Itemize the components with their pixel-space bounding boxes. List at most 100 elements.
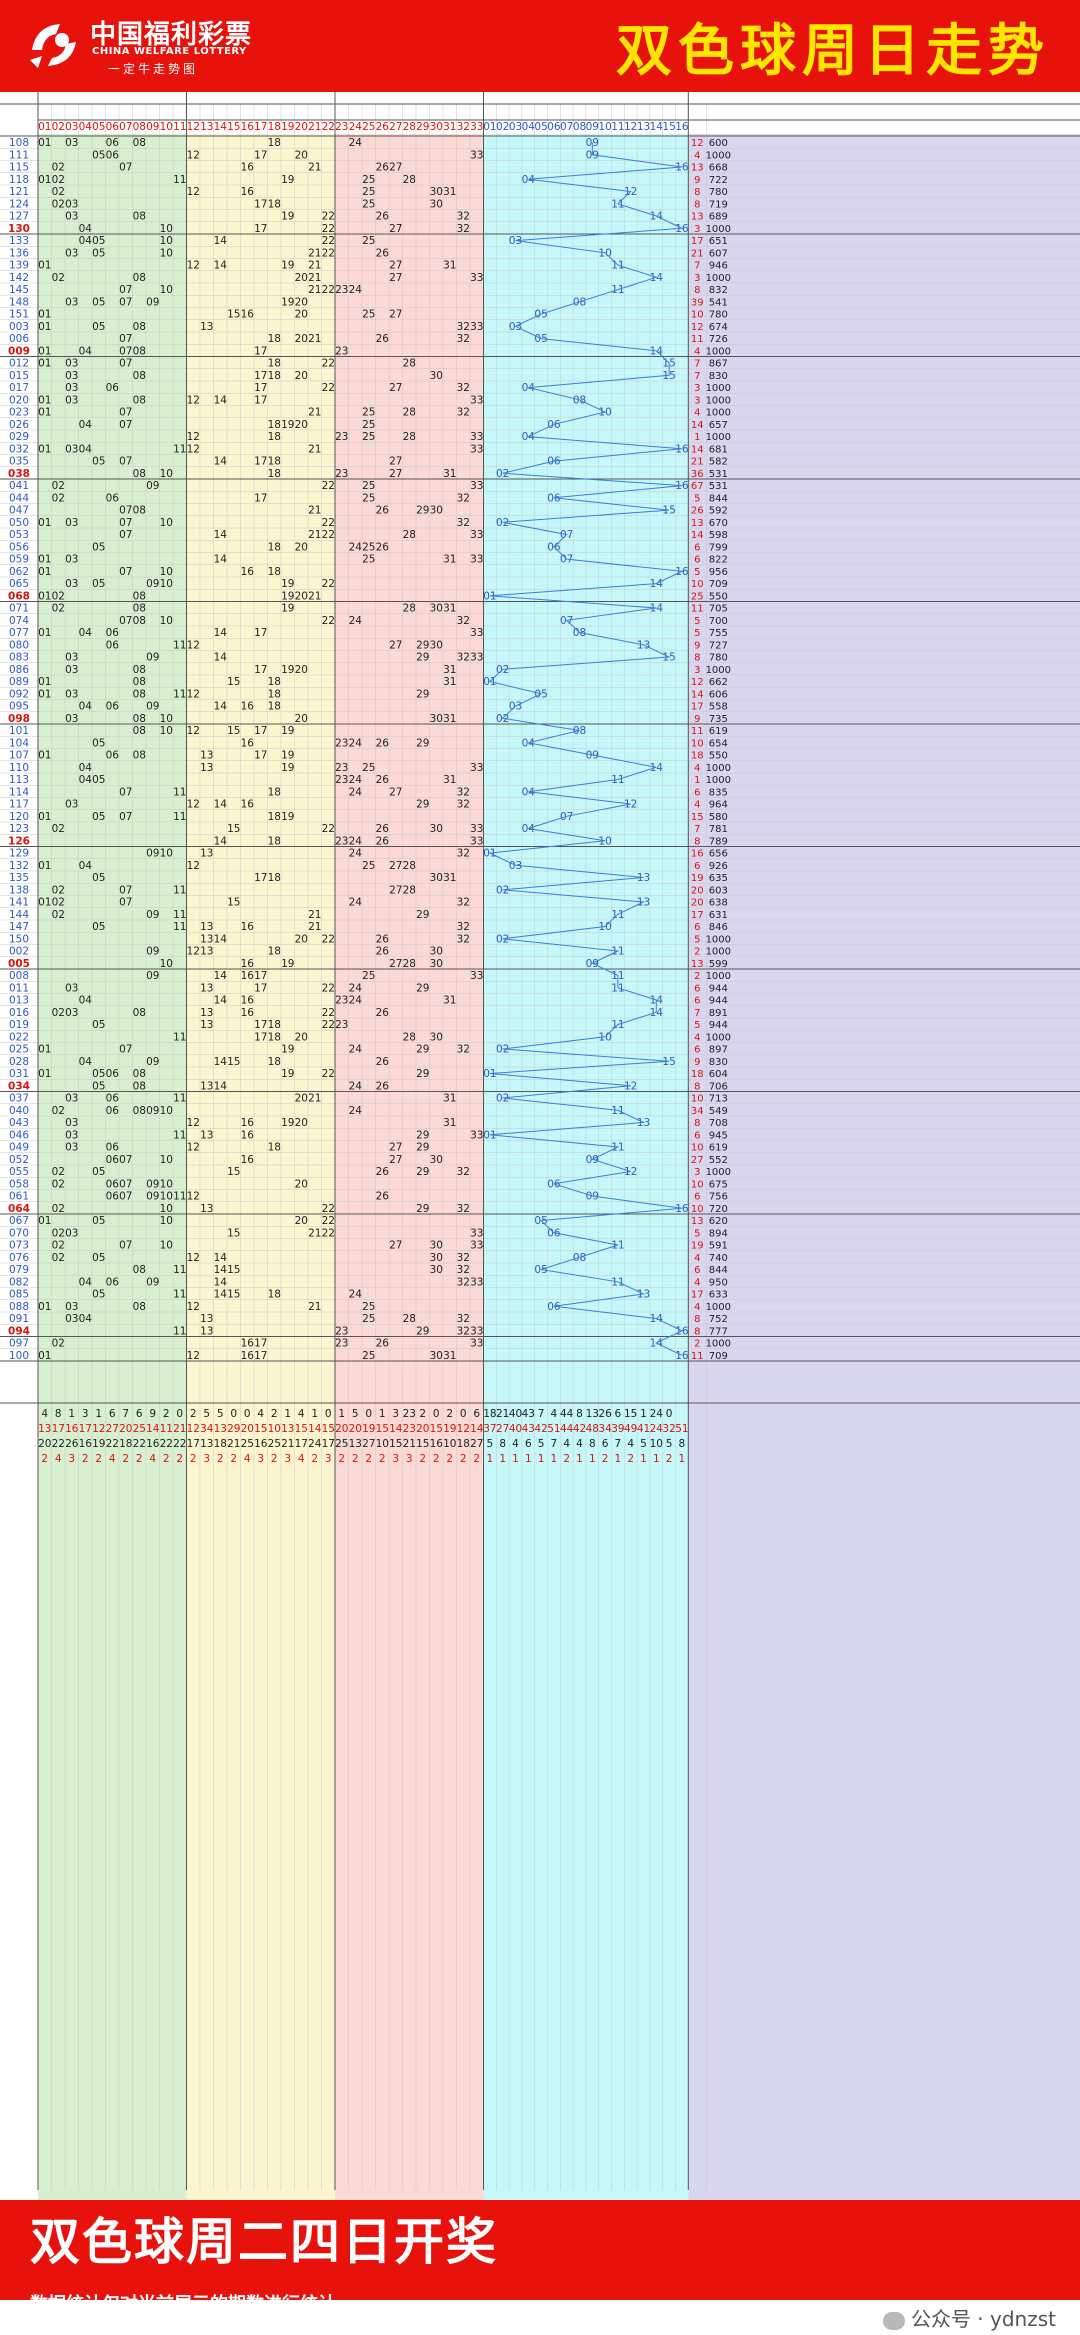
red-ball: 09: [146, 909, 159, 921]
red-ball: 10: [160, 1240, 173, 1252]
stats-cell: 2: [190, 1453, 197, 1465]
red-ball: 13: [200, 750, 213, 762]
span-value: 550: [709, 751, 728, 762]
red-ball: 25: [362, 1350, 375, 1362]
red-ball: 18: [268, 468, 281, 480]
period-number: 016: [9, 1007, 29, 1019]
stats-cell: 10: [650, 1438, 663, 1450]
red-ball: 07: [119, 419, 132, 431]
red-ball: 04: [79, 235, 93, 247]
red-ball: 28: [403, 860, 416, 872]
red-ball: 24: [349, 1289, 363, 1301]
red-ball: 27: [389, 1240, 402, 1252]
span-value: 1000: [706, 224, 731, 235]
stats-cell: 2: [271, 1453, 278, 1465]
red-header-06: 06: [106, 121, 120, 133]
stats-cell: 3: [82, 1408, 89, 1420]
period-number: 012: [9, 358, 29, 370]
red-ball: 21: [308, 407, 321, 419]
gap-value: 4: [694, 763, 700, 774]
stats-cell: 6: [615, 1408, 622, 1420]
blue-ball: 16: [675, 480, 689, 492]
gap-value: 2: [694, 971, 700, 982]
period-number: 079: [9, 1264, 29, 1276]
stats-cell: 24: [650, 1408, 664, 1420]
red-ball: 26: [376, 774, 390, 786]
table-row: 040 02 06 08 09 10 24 11 34 549: [9, 1105, 728, 1117]
red-ball: 01: [38, 358, 51, 370]
red-ball: 03: [65, 1142, 78, 1154]
span-value: 631: [709, 910, 728, 921]
span-value: 550: [709, 591, 728, 602]
red-ball: 32: [457, 1264, 470, 1276]
span-value: 1000: [706, 971, 731, 982]
span-value: 722: [709, 175, 728, 186]
red-ball: 26: [376, 737, 390, 749]
stats-cell: 32: [662, 1423, 675, 1435]
red-ball: 22: [322, 1215, 335, 1227]
stats-cell: 48: [586, 1423, 599, 1435]
red-ball: 33: [470, 1338, 483, 1350]
table-row: 079 08 11 14 15 30 32 05 6 844: [9, 1264, 728, 1276]
red-ball: 06: [106, 1105, 120, 1117]
red-header-31: 31: [443, 121, 456, 133]
red-ball: 04: [79, 345, 93, 357]
gap-value: 8: [694, 199, 700, 210]
span-value: 635: [709, 873, 728, 884]
logo-chinese-text: 中国福利彩票: [90, 20, 253, 50]
red-ball: 04: [79, 419, 93, 431]
period-number: 029: [9, 431, 29, 443]
span-value: 727: [709, 640, 728, 651]
gap-value: 4: [694, 150, 700, 161]
gap-value: 1: [694, 432, 700, 443]
red-header-27: 27: [389, 121, 402, 133]
stats-cell: 14: [146, 1423, 160, 1435]
wechat-account: 公众号 · ydnzst: [882, 2303, 1056, 2332]
stats-cell: 10: [268, 1423, 281, 1435]
span-value: 603: [709, 885, 728, 896]
table-row: 029 12 18 23 25 28 33 04 1 1000: [9, 431, 731, 443]
red-ball: 02: [52, 884, 65, 896]
red-ball: 06: [106, 1093, 120, 1105]
gap-value: 6: [694, 542, 700, 553]
red-ball: 14: [214, 456, 228, 468]
red-header-18: 18: [268, 121, 281, 133]
red-ball: 01: [38, 860, 51, 872]
red-ball: 33: [470, 970, 483, 982]
period-number: 130: [8, 223, 30, 235]
stats-cell: 21: [227, 1438, 240, 1450]
red-ball: 01: [38, 260, 51, 272]
red-header-21: 21: [308, 121, 321, 133]
red-ball: 22: [322, 517, 335, 529]
gap-value: 6: [694, 861, 700, 872]
red-ball: 20: [295, 541, 308, 553]
period-number: 147: [9, 921, 29, 933]
span-value: 1000: [706, 395, 731, 406]
red-ball: 18: [268, 1056, 281, 1068]
red-ball: 22: [322, 223, 335, 235]
stats-cell: 8: [576, 1408, 583, 1420]
red-ball: 29: [416, 1325, 429, 1337]
red-ball: 07: [119, 897, 132, 909]
gap-value: 4: [694, 1277, 700, 1288]
red-ball: 03: [65, 688, 78, 700]
red-ball: 02: [52, 1178, 65, 1190]
blue-header-09: 09: [586, 121, 599, 133]
red-ball: 17: [254, 725, 267, 737]
red-ball: 26: [376, 835, 390, 847]
red-ball: 19: [281, 578, 294, 590]
gap-value: 3: [694, 1167, 700, 1178]
red-ball: 21: [308, 921, 321, 933]
red-ball: 18: [268, 872, 281, 884]
period-number: 132: [9, 860, 29, 872]
span-value: 662: [709, 677, 728, 688]
red-ball: 04: [79, 1276, 93, 1288]
red-ball: 08: [133, 603, 146, 615]
table-row: 148 03 05 07 09 19 20 08 39 541: [9, 296, 728, 308]
blue-ball: 16: [675, 223, 689, 235]
red-ball: 20: [295, 1178, 308, 1190]
red-ball: 14: [214, 627, 228, 639]
red-ball: 05: [92, 872, 105, 884]
gap-value: 17: [691, 910, 704, 921]
red-ball: 21: [308, 590, 321, 602]
